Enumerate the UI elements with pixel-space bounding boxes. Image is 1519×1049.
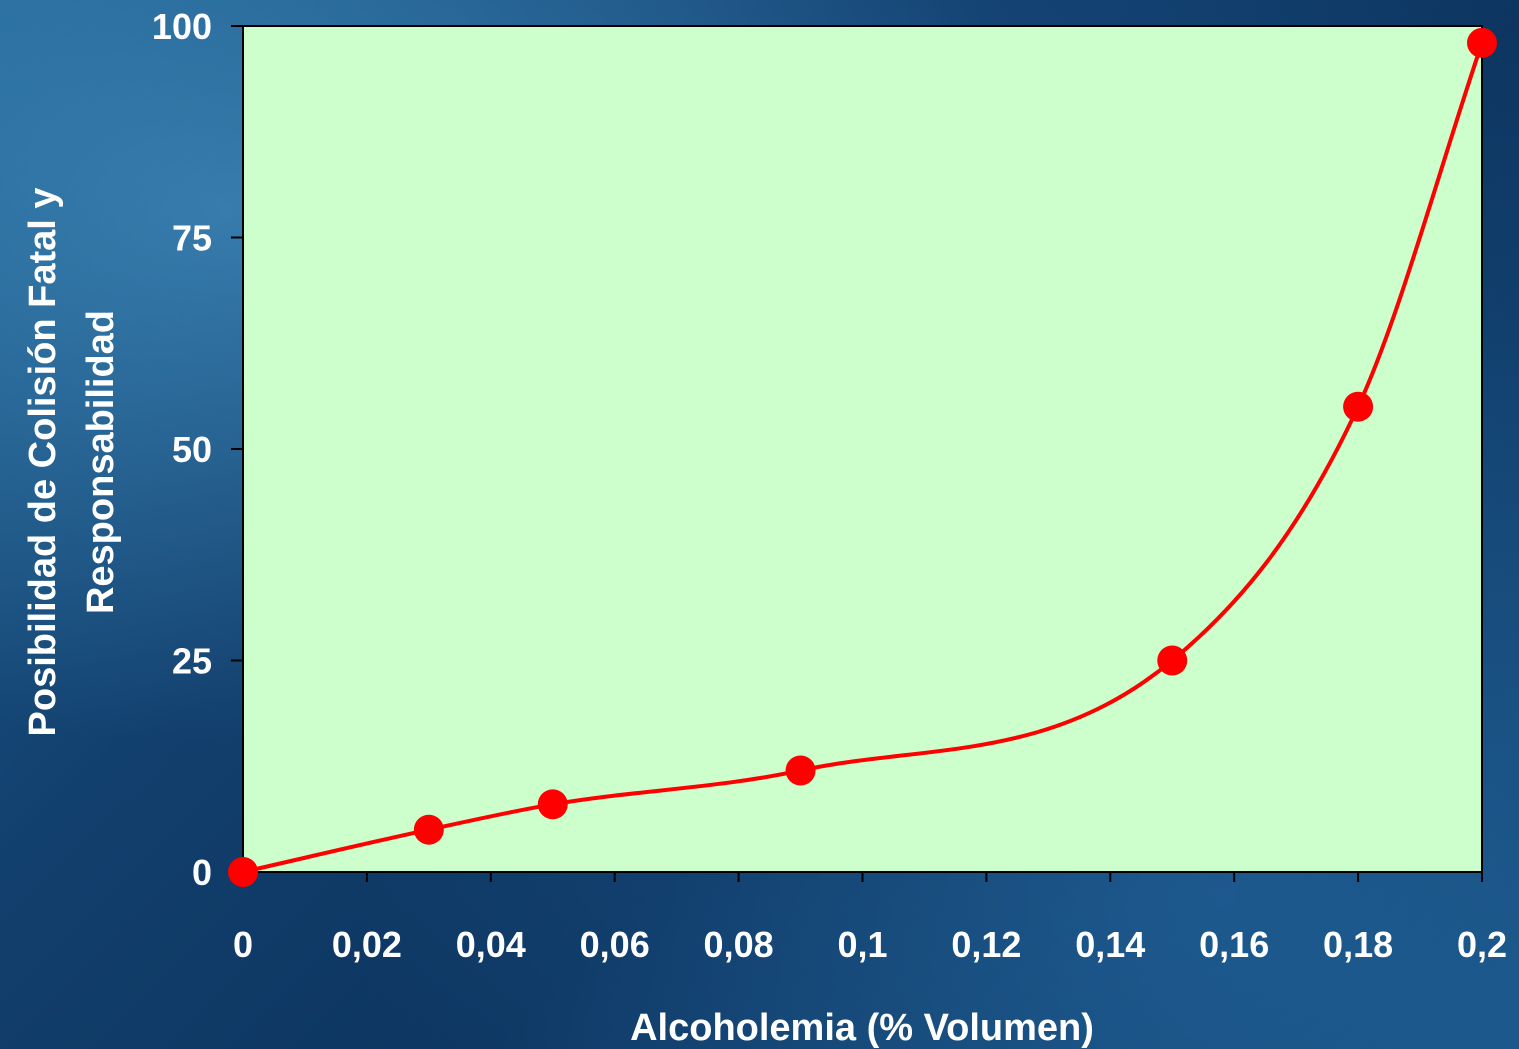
y-tick-label: 50	[172, 429, 212, 470]
y-tick-labels: 0 25 50 75 100	[152, 6, 212, 893]
data-point	[1343, 391, 1374, 422]
data-point	[413, 814, 444, 845]
y-tick-label: 75	[172, 218, 212, 259]
x-tick-label: 0,12	[951, 924, 1021, 965]
x-tick-label: 0,16	[1199, 924, 1269, 965]
y-axis-title-line-1: Posibilidad de Colisión Fatal y	[22, 188, 64, 737]
y-tick-label: 100	[152, 6, 212, 47]
data-point	[1467, 27, 1497, 58]
y-axis-title-line-2: Responsabilidad	[80, 310, 122, 614]
x-tick-label: 0,18	[1323, 924, 1393, 965]
x-tick-label: 0,14	[1075, 924, 1145, 965]
series-line	[242, 42, 1484, 874]
x-tick-label: 0,02	[332, 924, 402, 965]
x-tick-label: 0,06	[580, 924, 650, 965]
x-tick-label: 0,04	[456, 924, 526, 965]
x-tick-label: 0	[233, 924, 253, 965]
x-axis-title: Alcoholemia (% Volumen)	[630, 1007, 1094, 1049]
data-point	[228, 857, 258, 887]
x-axis-ticks	[242, 872, 1483, 882]
data-point	[785, 755, 816, 786]
data-point	[537, 789, 568, 820]
x-tick-labels: 0 0,02 0,04 0,06 0,08 0,1 0,12 0,14 0,16 0,18 0,2	[233, 924, 1507, 965]
plot-area	[242, 25, 1483, 873]
y-tick-label: 0	[192, 852, 212, 893]
data-markers	[228, 27, 1497, 887]
data-point	[1157, 645, 1188, 676]
x-tick-label: 0,1	[837, 924, 887, 965]
y-tick-label: 25	[172, 641, 212, 682]
x-tick-label: 0,08	[704, 924, 774, 965]
x-tick-label: 0,2	[1457, 924, 1507, 965]
y-axis-ticks	[231, 25, 243, 873]
y-axis-title: Posibilidad de Colisión Fatal y Responsa…	[22, 188, 122, 737]
